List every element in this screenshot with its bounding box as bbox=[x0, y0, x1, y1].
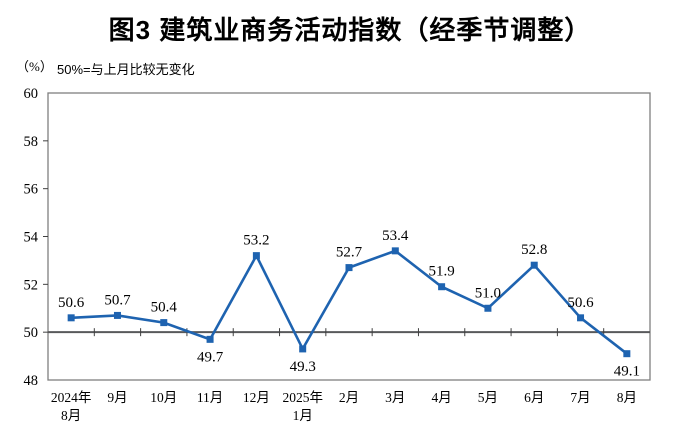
data-point bbox=[113, 311, 121, 319]
x-axis-label: 2月 bbox=[339, 390, 359, 405]
y-axis-label: 54 bbox=[24, 230, 39, 246]
y-axis-label: 56 bbox=[24, 182, 39, 198]
y-axis-unit-label: （%） bbox=[16, 59, 53, 74]
data-point-label: 50.7 bbox=[104, 292, 131, 308]
data-point bbox=[67, 314, 75, 322]
x-axis-label: 10月 bbox=[150, 390, 177, 405]
data-point-label: 51.9 bbox=[428, 264, 454, 280]
x-axis-label: 4月 bbox=[431, 390, 451, 405]
x-axis-label: 7月 bbox=[570, 390, 590, 405]
data-point bbox=[252, 252, 260, 260]
data-point bbox=[345, 264, 353, 272]
data-point-label: 52.8 bbox=[521, 242, 547, 258]
x-axis-label: 9月 bbox=[107, 390, 127, 405]
data-point-label: 52.7 bbox=[336, 245, 363, 261]
data-point bbox=[484, 304, 492, 312]
reference-note: 50%=与上月比较无变化 bbox=[57, 62, 195, 77]
x-axis-label: 5月 bbox=[478, 390, 498, 405]
y-axis-label: 48 bbox=[24, 373, 39, 389]
data-point-label: 49.3 bbox=[290, 359, 316, 375]
x-axis-label: 3月 bbox=[385, 390, 405, 405]
x-axis-label: 12月 bbox=[243, 390, 270, 405]
data-point-label: 51.0 bbox=[475, 285, 501, 301]
data-point bbox=[530, 261, 538, 269]
data-point-label: 50.6 bbox=[567, 295, 594, 311]
x-axis-label: 11月 bbox=[197, 390, 224, 405]
data-point-label: 50.4 bbox=[151, 300, 178, 316]
data-point bbox=[623, 350, 631, 358]
chart-title: 图3 建筑业商务活动指数（经季节调整） bbox=[108, 15, 592, 45]
data-point-label: 49.7 bbox=[197, 349, 224, 365]
data-point bbox=[160, 319, 168, 327]
y-axis-label: 50 bbox=[24, 325, 39, 341]
x-axis-label: 2024年 bbox=[51, 390, 92, 405]
x-axis-label: 8月 bbox=[617, 390, 637, 405]
data-point bbox=[438, 283, 446, 291]
x-axis-label: 2025年 bbox=[282, 390, 323, 405]
y-axis-label: 58 bbox=[24, 134, 39, 150]
data-point bbox=[391, 247, 399, 255]
data-point bbox=[206, 335, 214, 343]
data-point bbox=[299, 345, 307, 353]
plot-border bbox=[47, 92, 651, 381]
x-axis-label: 1月 bbox=[293, 408, 313, 423]
data-point-label: 53.2 bbox=[243, 233, 269, 249]
x-axis-label: 6月 bbox=[524, 390, 544, 405]
data-point-label: 50.6 bbox=[58, 295, 85, 311]
data-point-label: 53.4 bbox=[382, 228, 409, 244]
data-point-label: 49.1 bbox=[614, 364, 640, 380]
y-axis-label: 52 bbox=[24, 277, 39, 293]
y-axis-label: 60 bbox=[24, 86, 39, 102]
data-point bbox=[577, 314, 585, 322]
x-axis-label: 8月 bbox=[61, 408, 81, 423]
